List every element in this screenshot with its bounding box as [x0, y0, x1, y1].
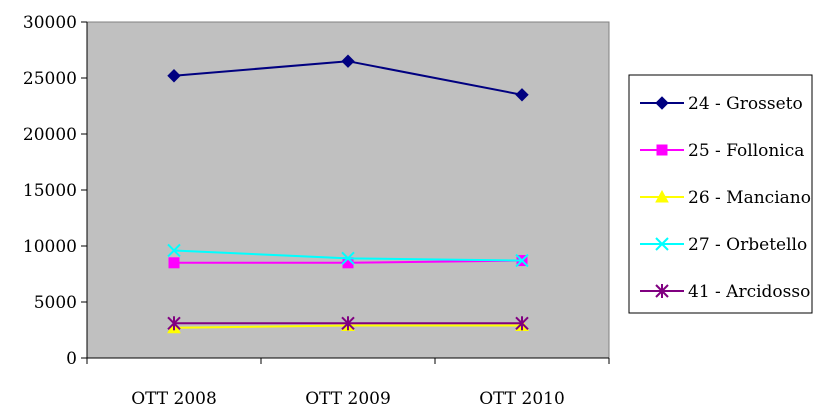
data-point-stroke	[515, 253, 529, 268]
legend-marker	[655, 96, 669, 110]
data-point	[515, 316, 529, 331]
series-layer	[167, 54, 529, 334]
series-4	[167, 316, 529, 331]
legend-item: 27 - Orbetello	[640, 235, 807, 255]
legend-box	[628, 74, 813, 314]
legend-item: 41 - Arcidosso	[640, 282, 810, 302]
legend-label: 26 - Manciano	[688, 188, 811, 208]
y-tick-label: 0	[66, 349, 77, 369]
y-tick-label: 5000	[34, 293, 77, 313]
legend-marker-stroke	[655, 237, 669, 251]
x-tick-label: OTT 2008	[131, 389, 217, 409]
data-point-stroke	[167, 243, 181, 258]
data-point	[167, 243, 181, 258]
legend-item: 24 - Grosseto	[640, 94, 803, 114]
legend-label: 25 - Follonica	[688, 141, 804, 161]
series-3	[167, 243, 529, 268]
y-tick-label: 30000	[23, 13, 77, 33]
legend-marker	[655, 189, 669, 203]
legend-marker	[656, 144, 668, 156]
data-point	[515, 88, 529, 102]
legend-label: 41 - Arcidosso	[688, 282, 810, 302]
legend-marker	[655, 284, 669, 298]
legend-item: 25 - Follonica	[640, 141, 804, 161]
data-point	[167, 316, 181, 331]
x-tick-label: OTT 2010	[479, 389, 565, 409]
legend-marker	[655, 237, 669, 251]
data-point-stroke	[341, 251, 355, 266]
y-tick-label: 25000	[23, 69, 77, 89]
axes: 0 5000 10000 15000 20000 25000 30000 OTT 2008 OT…	[23, 13, 610, 409]
data-point	[341, 251, 355, 266]
legend-label: 24 - Grosseto	[688, 94, 803, 114]
legend-item: 26 - Manciano	[640, 188, 811, 208]
data-point	[341, 54, 355, 68]
data-point	[168, 257, 180, 269]
legend: 24 - Grosseto 25 - Follonica 26 - Manciano…	[640, 94, 811, 302]
series-0	[167, 54, 529, 102]
plot-area	[86, 21, 610, 359]
y-tick-label: 10000	[23, 237, 77, 257]
data-point	[167, 69, 181, 83]
data-point	[341, 316, 355, 331]
y-tick-label: 15000	[23, 181, 77, 201]
x-tick-label: OTT 2009	[305, 389, 391, 409]
legend-label: 27 - Orbetello	[688, 235, 807, 255]
data-point	[515, 253, 529, 268]
y-tick-label: 20000	[23, 125, 77, 145]
